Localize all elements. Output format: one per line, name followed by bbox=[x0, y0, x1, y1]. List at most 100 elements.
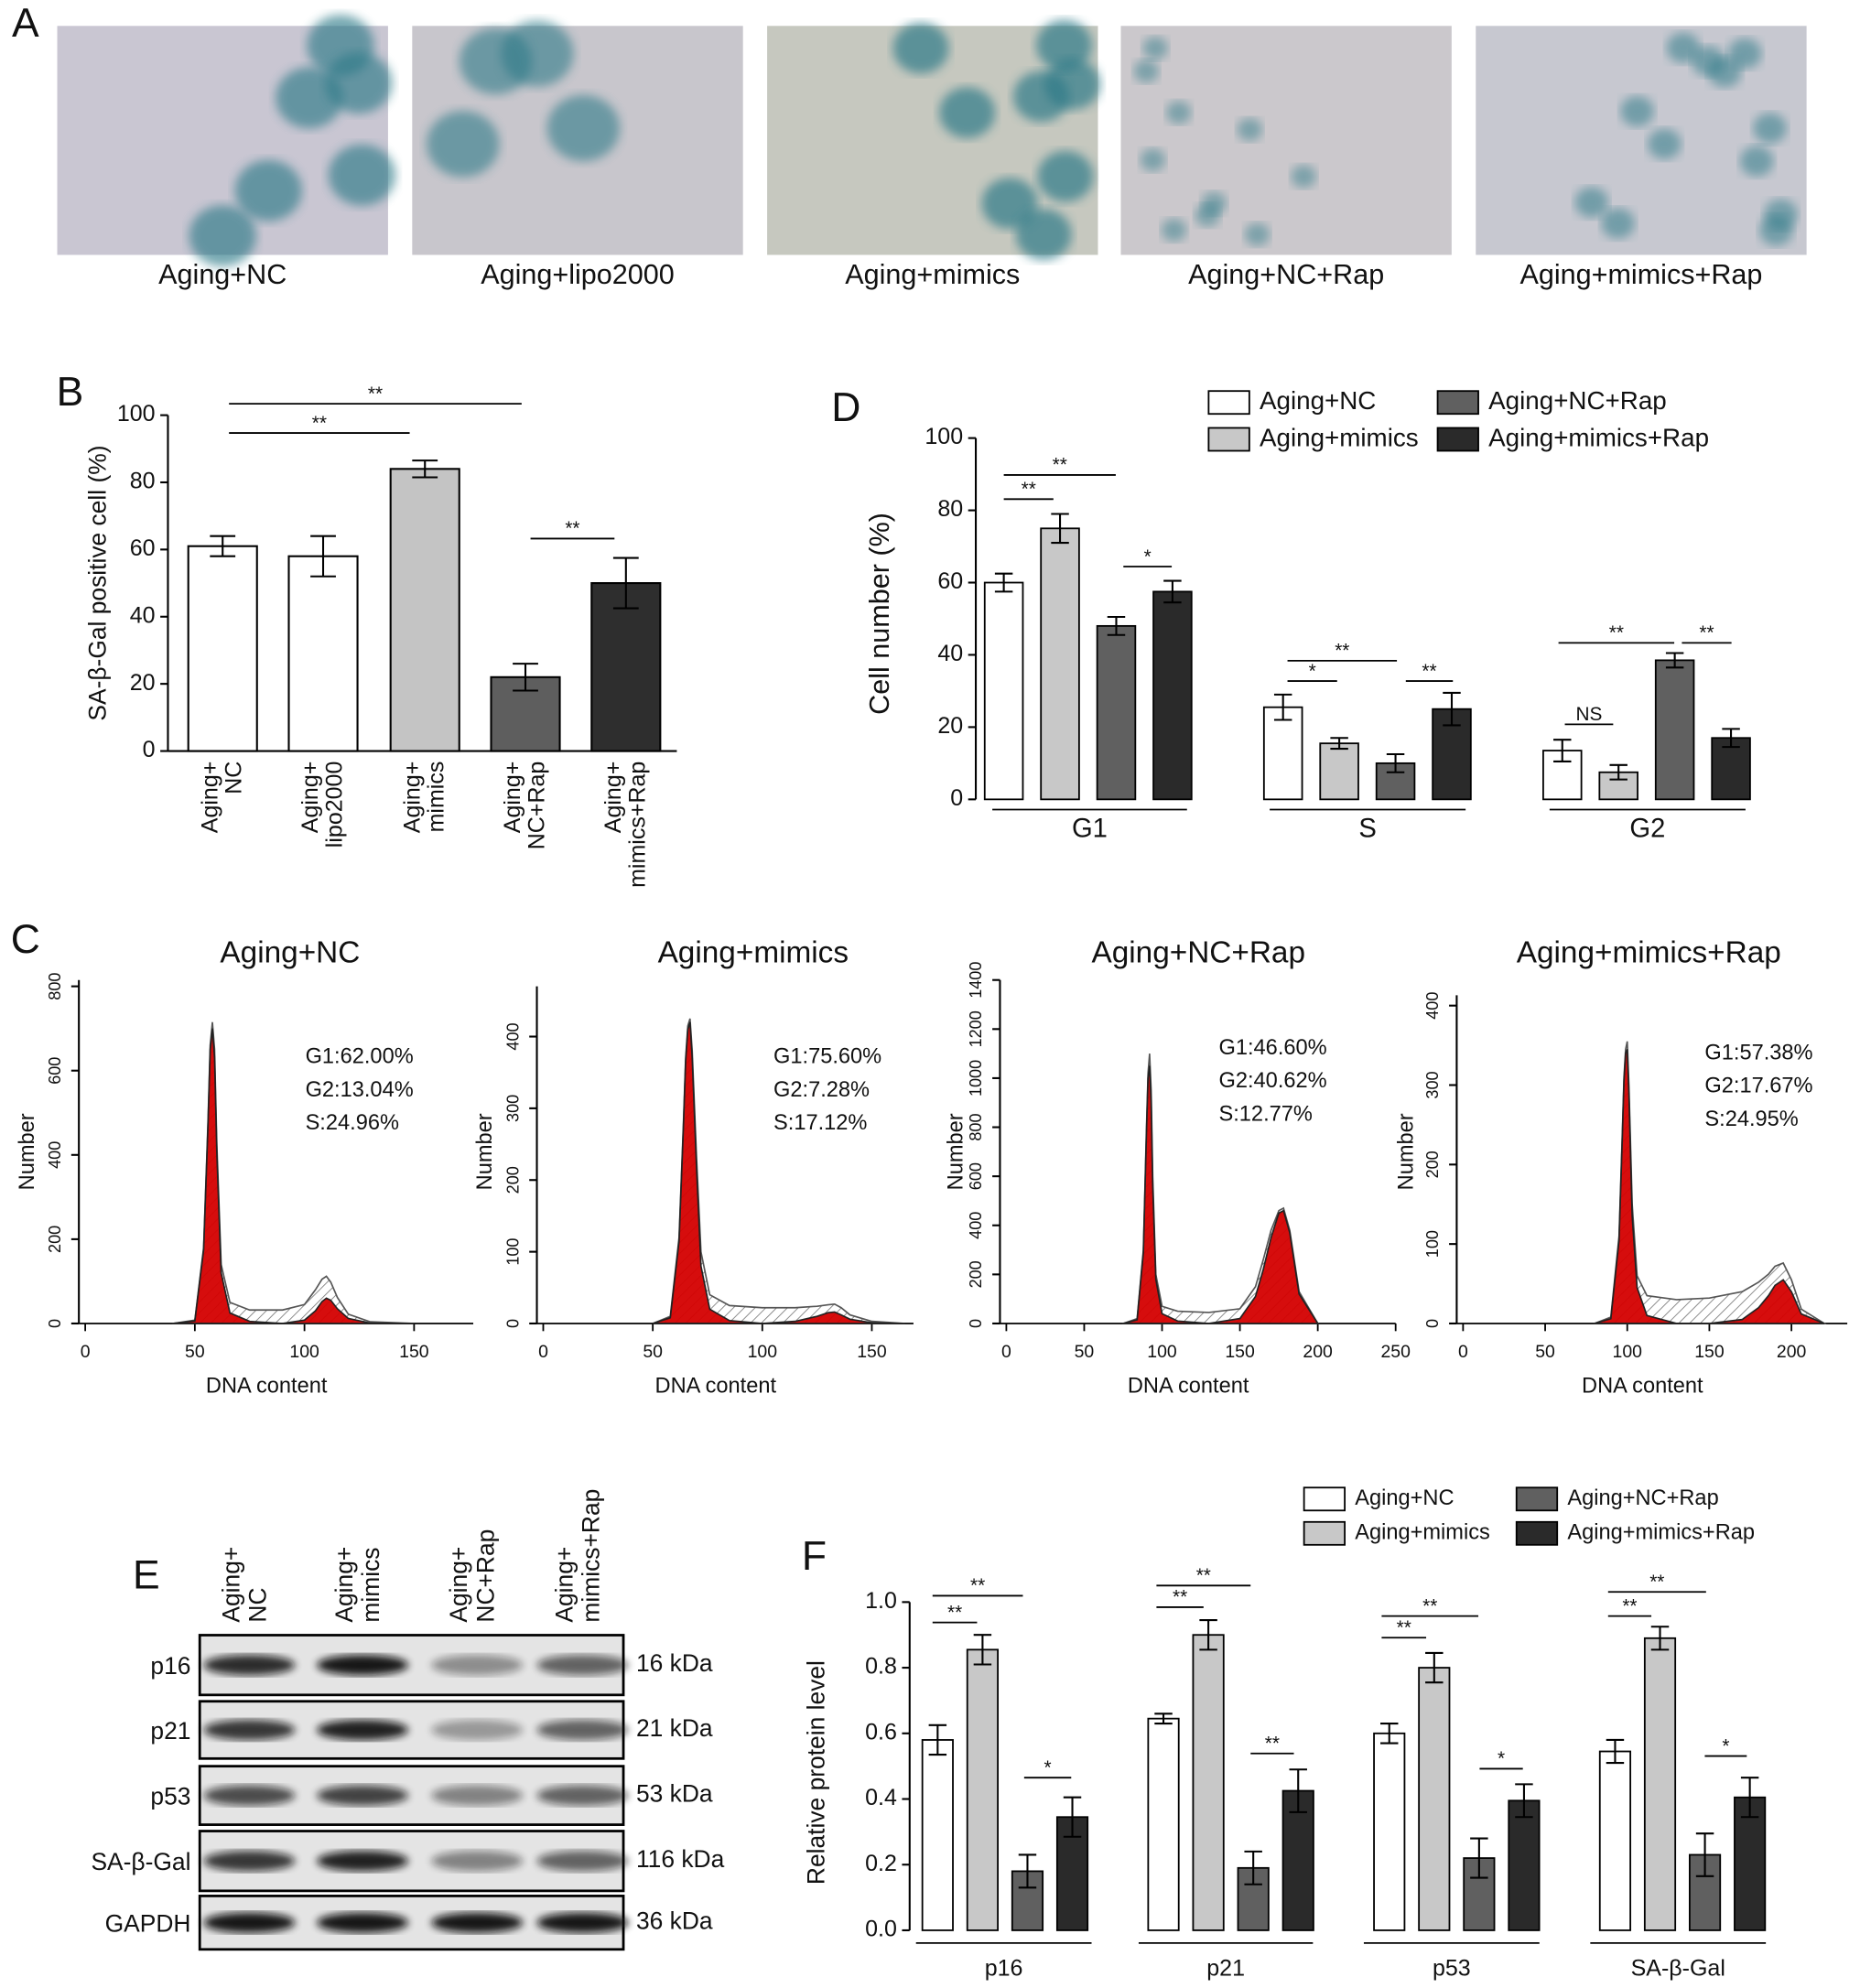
significance-label: ** bbox=[1196, 1565, 1211, 1586]
chart-title: Aging+NC bbox=[220, 936, 360, 970]
blot-band bbox=[536, 1912, 629, 1933]
stained-cell bbox=[1601, 208, 1635, 239]
legend-label: Aging+mimics+Rap bbox=[1488, 423, 1709, 451]
blot-band bbox=[431, 1851, 524, 1872]
blot-row-label: SA-β-Gal bbox=[91, 1848, 190, 1875]
x-tick-label: Aging+ bbox=[297, 762, 323, 834]
blot-band bbox=[317, 1912, 409, 1933]
y-axis-label: SA-β-Gal positive cell (%) bbox=[83, 445, 111, 720]
error-bar bbox=[1107, 615, 1126, 636]
bar bbox=[187, 545, 258, 752]
stained-cell bbox=[981, 178, 1038, 230]
legend-swatch bbox=[1515, 1520, 1559, 1546]
x-tick-label: 250 bbox=[1380, 1342, 1411, 1362]
blot-band bbox=[431, 1912, 524, 1933]
y-tick-label: 200 bbox=[503, 1166, 522, 1194]
annotation: G1:46.60% bbox=[1219, 1036, 1327, 1060]
x-tick-label: lipo2000 bbox=[322, 762, 348, 848]
error-bar bbox=[1722, 728, 1740, 749]
stained-cell bbox=[1133, 59, 1160, 83]
error-bar bbox=[1163, 579, 1182, 604]
y-tick-label: 600 bbox=[967, 1162, 985, 1190]
bar bbox=[983, 581, 1024, 801]
y-tick-label: 1400 bbox=[967, 962, 985, 999]
y-axis-label: Number bbox=[944, 1113, 968, 1190]
x-tick-label: 0 bbox=[1001, 1342, 1011, 1362]
bar bbox=[1598, 1750, 1632, 1931]
bar bbox=[1192, 1634, 1225, 1931]
bar bbox=[1711, 737, 1751, 801]
blot-size-label: 116 kDa bbox=[636, 1845, 725, 1873]
stained-cell bbox=[546, 94, 621, 162]
fitted-peak bbox=[172, 1297, 415, 1324]
x-tick-label: 50 bbox=[1075, 1342, 1095, 1362]
y-tick-label: 80 bbox=[130, 469, 156, 494]
blot-band bbox=[536, 1655, 629, 1676]
panel-label: A bbox=[12, 1, 39, 46]
annotation: S:17.12% bbox=[773, 1111, 867, 1135]
stained-cell bbox=[459, 27, 533, 95]
x-tick-label: 200 bbox=[1303, 1342, 1333, 1362]
legend-label: Aging+NC+Rap bbox=[1567, 1486, 1718, 1510]
y-tick-label: 40 bbox=[130, 602, 156, 628]
y-tick-label: 300 bbox=[1423, 1071, 1442, 1098]
significance-label: ** bbox=[368, 384, 383, 405]
annotation: S:24.96% bbox=[306, 1111, 399, 1135]
x-axis-label: DNA content bbox=[206, 1375, 328, 1399]
legend-label: Aging+NC bbox=[1260, 386, 1376, 415]
y-tick-label: 0 bbox=[143, 737, 156, 762]
panel-label: F bbox=[802, 1534, 827, 1579]
blot-size-label: 36 kDa bbox=[636, 1907, 713, 1935]
micrograph bbox=[57, 15, 396, 266]
error-bar bbox=[612, 556, 639, 610]
significance-label: ** bbox=[947, 1602, 962, 1623]
blot-row-label: p16 bbox=[150, 1652, 190, 1680]
significance-label: ** bbox=[1397, 1617, 1411, 1638]
stained-cell bbox=[1195, 203, 1220, 227]
bar bbox=[1096, 624, 1137, 801]
significance-label: ** bbox=[1265, 1734, 1280, 1755]
x-tick-label: 150 bbox=[1225, 1342, 1255, 1362]
micrograph bbox=[412, 20, 743, 255]
chart-title: Aging+mimics+Rap bbox=[1517, 936, 1781, 970]
legend-swatch bbox=[1515, 1486, 1559, 1512]
bar bbox=[1734, 1796, 1767, 1931]
x-tick-label: p16 bbox=[985, 1956, 1023, 1982]
blot-column-label: mimics bbox=[357, 1548, 384, 1623]
error-bar bbox=[210, 535, 236, 557]
error-bar bbox=[412, 459, 438, 479]
blot-column-label: NC bbox=[244, 1587, 272, 1622]
error-bar bbox=[1330, 737, 1348, 751]
bar bbox=[590, 582, 662, 752]
significance-label: * bbox=[1498, 1748, 1505, 1769]
y-tick-label: 0 bbox=[967, 1319, 985, 1328]
x-tick-label: 150 bbox=[399, 1342, 429, 1362]
blot-row-label: GAPDH bbox=[105, 1909, 191, 1937]
micrograph bbox=[767, 19, 1101, 260]
stained-cell bbox=[1574, 187, 1609, 218]
legend-label: Aging+mimics bbox=[1260, 423, 1419, 451]
image-label: Aging+mimics+Rap bbox=[1519, 259, 1762, 290]
y-tick-label: 200 bbox=[967, 1260, 985, 1288]
annotation: G2:7.28% bbox=[773, 1078, 870, 1102]
blot-band bbox=[536, 1851, 629, 1872]
stained-cell bbox=[1739, 146, 1774, 177]
annotation: G2:17.67% bbox=[1704, 1075, 1812, 1098]
blot-column-label: Aging+ bbox=[550, 1547, 578, 1623]
legend-label: Aging+mimics bbox=[1355, 1521, 1490, 1545]
y-tick-label: 100 bbox=[503, 1238, 522, 1266]
error-bar bbox=[1470, 1837, 1488, 1879]
error-bar bbox=[1425, 1651, 1444, 1684]
x-axis-label: DNA content bbox=[1582, 1375, 1703, 1399]
x-tick-label: Aging+ bbox=[500, 762, 525, 834]
x-tick-label: Aging+ bbox=[600, 762, 626, 834]
stained-cell bbox=[1037, 150, 1094, 202]
y-tick-label: 60 bbox=[937, 568, 963, 594]
significance-label: NS bbox=[1575, 704, 1602, 725]
stained-cell bbox=[1237, 118, 1263, 142]
bar bbox=[1418, 1667, 1451, 1931]
panel-label: C bbox=[11, 917, 40, 962]
blot-size-label: 21 kDa bbox=[636, 1714, 713, 1742]
legend-label: Aging+NC+Rap bbox=[1488, 386, 1667, 415]
